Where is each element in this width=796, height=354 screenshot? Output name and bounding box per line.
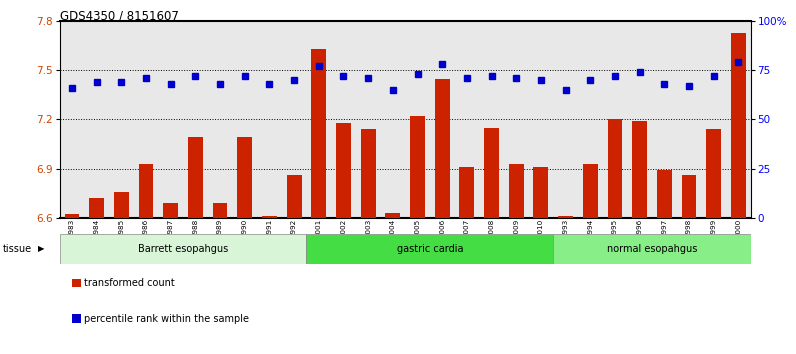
Bar — [361, 129, 376, 218]
Bar — [731, 33, 746, 218]
Bar — [64, 215, 80, 218]
Bar — [459, 167, 474, 218]
Text: GDS4350 / 8151607: GDS4350 / 8151607 — [60, 10, 178, 23]
Bar — [706, 129, 721, 218]
Bar — [60, 21, 84, 218]
Bar — [455, 21, 479, 218]
Bar — [306, 234, 553, 264]
Bar — [139, 164, 154, 218]
Bar — [726, 21, 751, 218]
Bar — [430, 21, 455, 218]
Bar — [89, 198, 104, 218]
Bar — [405, 21, 430, 218]
Bar — [632, 121, 647, 218]
Bar — [385, 213, 400, 218]
Bar — [262, 216, 277, 218]
Bar — [627, 21, 652, 218]
Bar — [410, 116, 425, 218]
Bar — [701, 21, 726, 218]
Text: percentile rank within the sample: percentile rank within the sample — [84, 314, 249, 324]
Bar — [183, 21, 208, 218]
Bar — [60, 234, 306, 264]
Bar — [232, 21, 257, 218]
Bar — [282, 21, 306, 218]
Bar — [435, 79, 450, 218]
Bar — [380, 21, 405, 218]
Bar — [533, 167, 548, 218]
Bar — [257, 21, 282, 218]
Bar — [553, 21, 578, 218]
Text: normal esopahgus: normal esopahgus — [607, 244, 697, 254]
Bar — [607, 119, 622, 218]
Text: ▶: ▶ — [38, 244, 45, 253]
Bar — [114, 192, 129, 218]
Text: tissue: tissue — [2, 244, 32, 253]
Bar — [553, 234, 751, 264]
Bar — [578, 21, 603, 218]
Bar — [509, 164, 524, 218]
Bar — [504, 21, 529, 218]
Bar — [484, 128, 499, 218]
Bar — [677, 21, 701, 218]
Bar — [603, 21, 627, 218]
Bar — [109, 21, 134, 218]
Text: transformed count: transformed count — [84, 278, 175, 288]
Text: gastric cardia: gastric cardia — [396, 244, 463, 254]
Bar — [529, 21, 553, 218]
Bar — [311, 49, 326, 218]
Bar — [287, 175, 302, 218]
Bar — [479, 21, 504, 218]
Bar — [158, 21, 183, 218]
Bar — [237, 137, 252, 218]
Bar — [84, 21, 109, 218]
Bar — [336, 123, 351, 218]
Bar — [652, 21, 677, 218]
Bar — [306, 21, 331, 218]
Bar — [163, 203, 178, 218]
Bar — [657, 170, 672, 218]
Text: Barrett esopahgus: Barrett esopahgus — [138, 244, 228, 254]
Bar — [188, 137, 203, 218]
Bar — [213, 203, 228, 218]
Bar — [208, 21, 232, 218]
Bar — [558, 216, 573, 218]
Bar — [331, 21, 356, 218]
Bar — [356, 21, 380, 218]
Bar — [583, 164, 598, 218]
Bar — [134, 21, 158, 218]
Bar — [681, 175, 696, 218]
